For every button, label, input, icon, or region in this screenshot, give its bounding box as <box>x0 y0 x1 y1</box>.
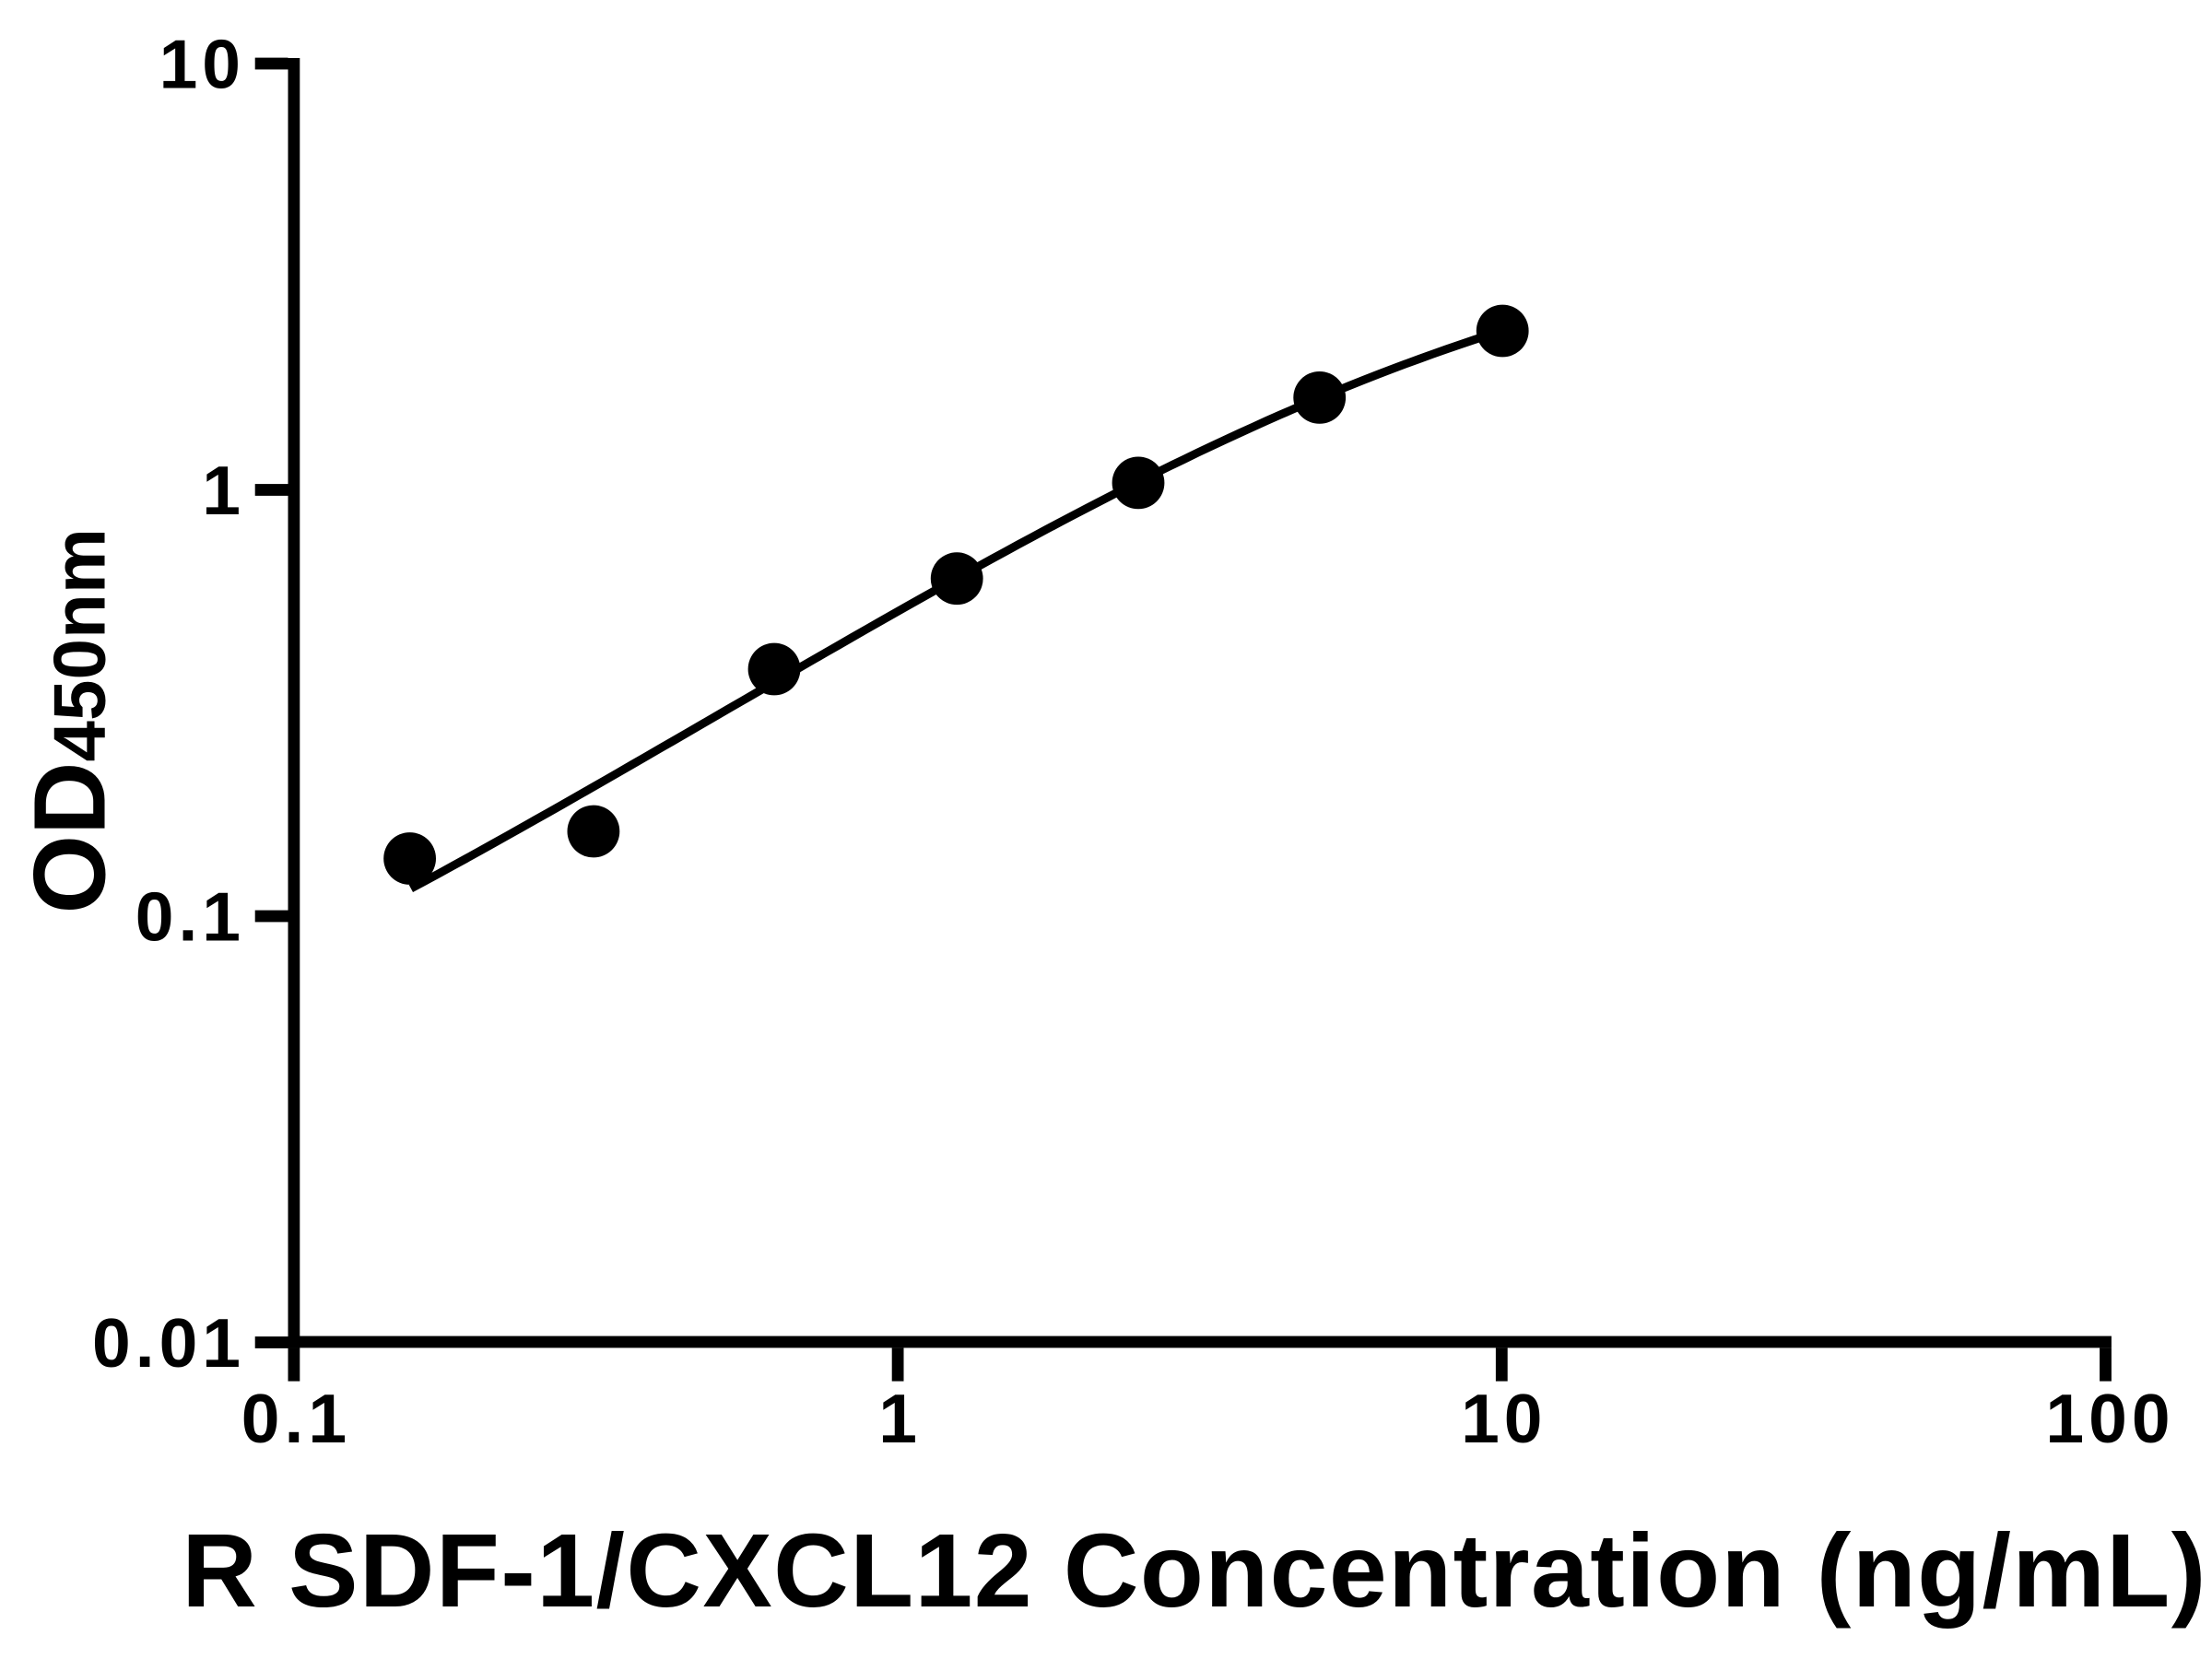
svg-text:0.01: 0.01 <box>92 1304 245 1382</box>
svg-text:1: 1 <box>202 452 245 529</box>
svg-text:0.1: 0.1 <box>135 878 245 956</box>
svg-text:0.1: 0.1 <box>241 1380 351 1457</box>
svg-text:100: 100 <box>2045 1380 2174 1457</box>
svg-text:10: 10 <box>1461 1380 1547 1457</box>
svg-text:10: 10 <box>159 26 245 103</box>
svg-text:1: 1 <box>878 1380 922 1457</box>
svg-text:R SDF-1/CXCL12 Concentration (: R SDF-1/CXCL12 Concentration (ng/mL) <box>182 1512 2206 1629</box>
